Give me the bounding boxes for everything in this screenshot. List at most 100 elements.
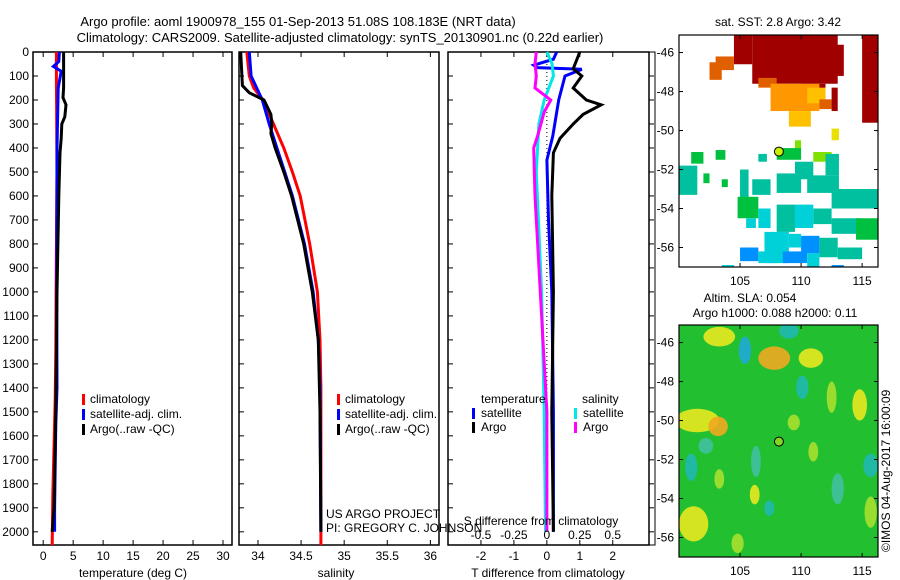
legend-swatch	[337, 424, 340, 435]
series-line-satellite-adj-clim-	[247, 51, 323, 532]
x-tick-label: 0	[544, 549, 551, 563]
x-tick-label: 20	[156, 549, 170, 563]
y-tick-label: 1000	[2, 285, 29, 299]
lat-tick-label: -48	[657, 85, 675, 99]
sst-cell	[715, 56, 734, 71]
lat-tick-label: -56	[657, 241, 675, 255]
x-tick-label: 5	[70, 549, 77, 563]
salinity-panel: 34 34.5 35 35.5 36 climatologysatellite-adj. …	[238, 51, 440, 563]
legend-label: satellite-adj. clim.	[90, 407, 182, 421]
sla-anomaly	[808, 441, 819, 462]
x-tick-label: 1	[576, 549, 583, 563]
s-tick-label: 0	[544, 528, 551, 542]
legend-label: climatology	[345, 392, 405, 406]
s-tick-label: -0.5	[471, 528, 492, 542]
x-tick-label: 30	[216, 549, 230, 563]
xlabel-salinity: salinity	[318, 566, 355, 580]
lat-tick-label: -56	[657, 531, 675, 545]
sst-map-title: sat. SST: 2.8 Argo: 3.42	[715, 15, 841, 29]
x-tick-label: 2	[609, 549, 616, 563]
argo-float-marker	[773, 436, 784, 447]
x-tick-label: 36	[424, 549, 438, 563]
x-tick-label: 34.5	[289, 549, 313, 563]
title-line-1: Argo profile: aoml 1900978_155 01-Sep-20…	[80, 14, 515, 29]
sst-cell	[788, 111, 811, 127]
sla-anomaly	[863, 453, 878, 478]
sst-cell	[807, 175, 839, 193]
sla-anomaly	[685, 453, 698, 481]
sst-cell	[746, 218, 756, 229]
x-tick-label: 35.5	[376, 549, 400, 563]
y-tick-label: 100	[9, 69, 29, 83]
sla-anomaly	[758, 346, 791, 370]
y-tick-label: 1800	[2, 477, 29, 491]
lon-tick-label: 115	[853, 564, 872, 578]
lon-tick-label: 110	[792, 564, 811, 578]
title-line-2: Climatology: CARS2009. Satellite-adjuste…	[77, 30, 604, 45]
xlabel-temperature: temperature (deg C)	[79, 566, 187, 580]
sst-cell	[831, 265, 844, 267]
sst-cell	[813, 151, 832, 162]
sla-anomaly	[714, 469, 725, 489]
lat-tick-label: -54	[657, 202, 675, 216]
legend-label: Argo(..raw -QC)	[90, 422, 175, 436]
sst-cell	[679, 165, 698, 195]
sla-anomaly	[798, 348, 824, 368]
y-tick-label: 400	[9, 141, 29, 155]
difference-panel: -2 -1 0 1 2 -0.5 -0.25 0 0.25 0.5 temperature salin…	[447, 51, 654, 563]
xlabel-s-difference: S difference from climatology	[464, 514, 619, 528]
lon-tick-label: 115	[853, 274, 872, 288]
legend-swatch	[82, 409, 85, 420]
sla-anomaly	[764, 500, 775, 517]
plot-frame	[238, 51, 440, 546]
y-tick-label: 700	[9, 213, 29, 227]
lat-tick-label: -52	[657, 163, 675, 177]
sst-cell	[758, 208, 771, 229]
s-tick-label: 0.25	[568, 528, 592, 542]
y-tick-label: 1100	[3, 309, 29, 323]
sst-cell	[776, 148, 802, 160]
legend-label: satellite-adj. clim.	[345, 407, 437, 421]
sst-cell	[758, 251, 777, 264]
sst-cell	[691, 151, 704, 164]
y-tick-label: 300	[9, 117, 29, 131]
imos-watermark: ©IMOS 04-Aug-2017 16:00:09	[879, 389, 893, 552]
map-frame	[678, 324, 879, 558]
sla-anomaly	[796, 375, 809, 400]
sst-cell	[813, 208, 832, 225]
series-line-climatology	[245, 51, 323, 545]
x-tick-label: 10	[96, 549, 110, 563]
series-line-argo-raw-qc-	[239, 51, 323, 532]
x-tick-label: 25	[186, 549, 200, 563]
sst-cell	[831, 87, 838, 112]
series-line-t-argo	[550, 51, 606, 532]
credit-line-1: US ARGO PROJECT	[326, 507, 441, 521]
sla-map-title-1: Altim. SLA: 0.054	[704, 291, 797, 305]
lat-tick-label: -54	[657, 492, 675, 506]
sst-cell	[721, 179, 728, 188]
x-tick-label: 0	[40, 549, 47, 563]
legend-swatch	[472, 408, 475, 419]
lat-tick-label: -50	[657, 414, 675, 428]
y-tick-label: 0	[22, 45, 29, 59]
lat-tick-label: -50	[657, 124, 675, 138]
legend-title-salinity: salinity	[582, 392, 619, 406]
lat-tick-label: -52	[657, 453, 675, 467]
y-tick-label: 600	[9, 189, 29, 203]
sst-cell	[758, 77, 777, 88]
y-tick-label: 1300	[2, 357, 29, 371]
sst-cell	[794, 140, 802, 151]
sst-cell	[831, 189, 878, 209]
sla-anomaly	[864, 496, 877, 528]
y-tick-label: 1700	[2, 453, 29, 467]
lon-tick-label: 110	[792, 274, 811, 288]
sst-cell	[737, 196, 759, 219]
diff-right-axis	[649, 51, 656, 546]
sst-cell	[837, 247, 863, 260]
lat-tick-label: -46	[657, 46, 675, 60]
legend-label: satellite	[481, 406, 522, 420]
legend-label: Argo	[481, 420, 507, 434]
sla-map-title-2: Argo h1000: 0.088 h2000: 0.11	[693, 306, 858, 320]
legend-label: Argo	[583, 420, 609, 434]
